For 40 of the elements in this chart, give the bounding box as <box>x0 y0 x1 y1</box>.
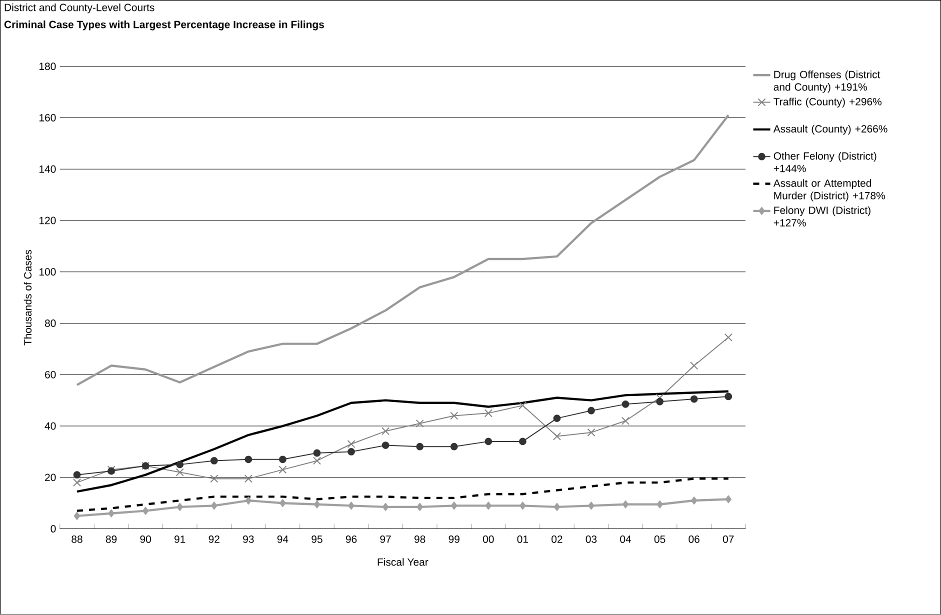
chart-subtitle: District and County-Level Courts <box>4 4 154 14</box>
x-tick-label: 96 <box>346 536 357 544</box>
x-tick-label: 95 <box>312 536 322 544</box>
x-tick-label: 02 <box>552 536 562 544</box>
x-tick-label: 91 <box>174 536 186 544</box>
x-tick-label: 97 <box>380 536 391 544</box>
y-tick-label: 0 <box>50 525 56 533</box>
y-tick-label: 160 <box>40 114 56 122</box>
x-tick-label: 03 <box>586 536 597 544</box>
y-tick-label: 100 <box>40 268 56 276</box>
y-tick-label: 180 <box>40 62 56 70</box>
x-tick-label: 94 <box>277 536 288 544</box>
y-tick-label: 80 <box>44 320 56 328</box>
x-tick-label: 88 <box>72 536 82 544</box>
y-axis-title: Thousands of Cases <box>24 250 32 346</box>
y-tick-label: 60 <box>45 371 56 379</box>
y-tick-label: 140 <box>40 166 56 173</box>
x-tick-label: 90 <box>140 536 151 544</box>
y-tick-label: 120 <box>40 216 56 224</box>
x-tick-label: 04 <box>620 536 632 544</box>
x-tick-label: 92 <box>208 536 220 544</box>
x-tick-label: 93 <box>243 536 254 544</box>
legend-label: Assault or Attempted Murder (District) +178% <box>773 179 885 202</box>
y-tick-label: 40 <box>44 422 56 430</box>
x-tick-label: 00 <box>482 536 494 544</box>
x-tick-label: 07 <box>722 536 734 544</box>
chart-title: Criminal Case Types with Largest Percentage Increase in Filings <box>4 20 324 30</box>
legend-label: Traffic (County) +296% <box>774 98 882 108</box>
legend-label: Drug Offenses (District and County) +191% <box>774 70 880 93</box>
x-tick-label: 99 <box>448 536 460 544</box>
legend-label: Other Felony (District) +144% <box>774 152 876 172</box>
x-tick-label: 89 <box>106 536 117 544</box>
legend-label: Assault (County) +266% <box>773 125 888 135</box>
x-tick-label: 98 <box>414 536 426 544</box>
y-tick-label: 20 <box>45 474 56 482</box>
x-axis-title: Fiscal Year <box>378 558 428 566</box>
x-tick-label: 06 <box>688 536 700 544</box>
legend-label: Felony DWI (District) +127% <box>774 206 870 227</box>
x-tick-label: 05 <box>654 536 666 544</box>
x-tick-label: 01 <box>517 536 528 544</box>
